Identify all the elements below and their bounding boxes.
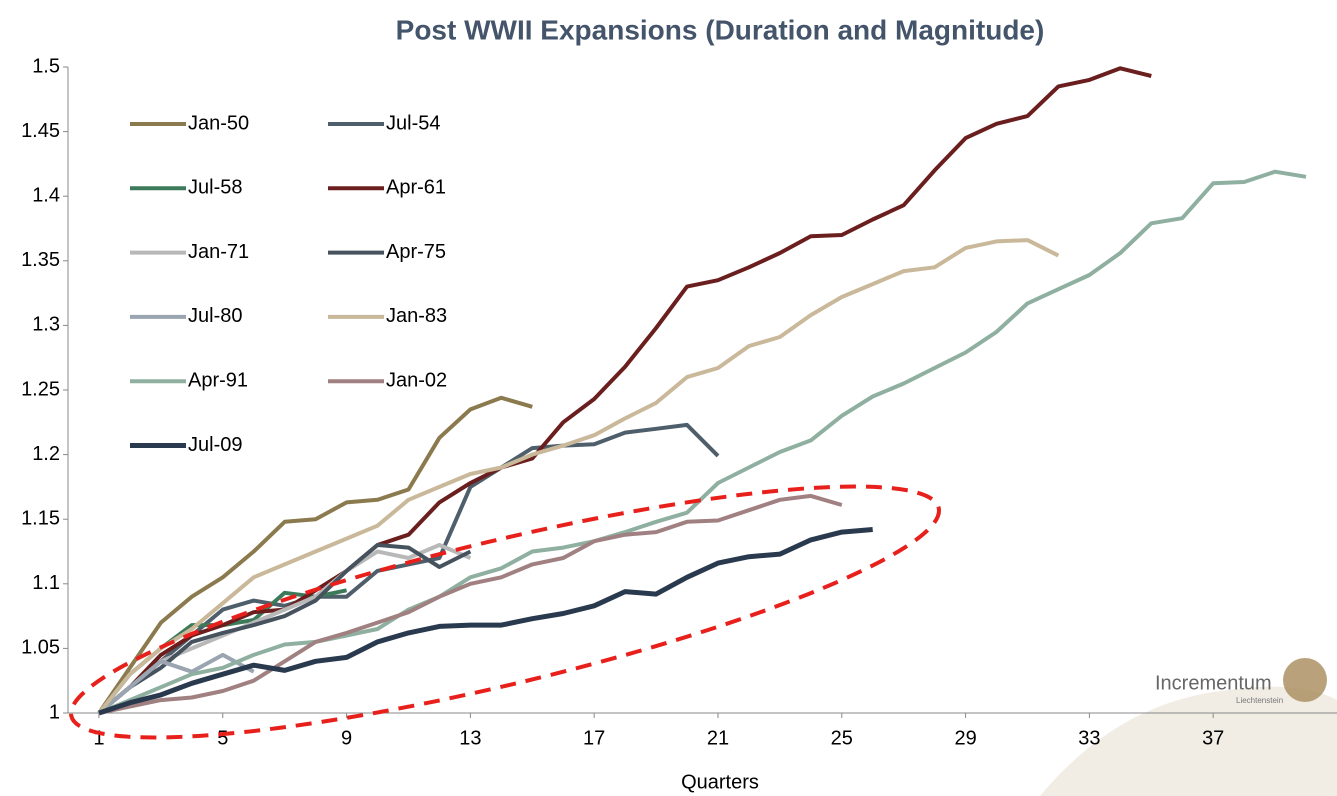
y-tick-label: 1.35 xyxy=(21,249,60,271)
x-tick-label: 17 xyxy=(583,727,605,749)
legend-label: Jul-09 xyxy=(188,434,242,456)
x-tick-label: 29 xyxy=(954,727,976,749)
legend-label: Apr-91 xyxy=(188,369,248,391)
x-tick-label: 33 xyxy=(1078,727,1100,749)
y-tick-label: 1.2 xyxy=(32,443,60,465)
legend: Jan-50 Jul-54 Jul-58 Apr-61 Jan-71 Apr-75 Jul-… xyxy=(130,112,447,456)
series-line xyxy=(98,527,873,716)
legend-label: Jul-54 xyxy=(386,112,440,134)
series-line xyxy=(97,652,255,715)
legend-label: Jul-80 xyxy=(188,305,242,327)
x-tick-label: 25 xyxy=(831,727,853,749)
y-tick-label: 1.45 xyxy=(21,120,60,142)
series-line xyxy=(97,66,1152,715)
y-tick-label: 1 xyxy=(49,701,60,723)
x-tick-label: 21 xyxy=(707,727,729,749)
lines xyxy=(97,66,1307,716)
logo: Incrementum Liechtenstein xyxy=(1155,658,1327,705)
y-tick-label: 1.5 xyxy=(32,55,60,77)
y-tick-label: 1.4 xyxy=(32,184,60,206)
x-tick-label: 13 xyxy=(459,727,481,749)
y-tick-label: 1.15 xyxy=(21,507,60,529)
legend-label: Jan-02 xyxy=(386,369,447,391)
x-tick-label: 37 xyxy=(1202,727,1224,749)
y-tick-label: 1.1 xyxy=(32,572,60,594)
x-tick-label: 5 xyxy=(217,727,228,749)
y-tick-label: 1.25 xyxy=(21,378,60,400)
legend-label: Jan-83 xyxy=(386,305,447,327)
background-decoration xyxy=(1040,686,1337,796)
y-tick-label: 1.05 xyxy=(21,637,60,659)
series-line xyxy=(98,493,843,715)
logo-tree xyxy=(1283,658,1327,702)
logo-subtext: Liechtenstein xyxy=(1236,696,1283,705)
logo-text: Incrementum xyxy=(1155,672,1272,694)
axes: 1 1.05 1.1 1.15 1.2 1.25 1.3 1.35 1.4 1.45 1.5 1 5 9 1… xyxy=(21,55,1337,749)
x-tick-label: 9 xyxy=(341,727,352,749)
legend-label: Apr-61 xyxy=(386,177,446,199)
legend-label: Apr-75 xyxy=(386,241,446,263)
series-line xyxy=(97,543,472,715)
legend-label: Jan-71 xyxy=(188,241,249,263)
series-line xyxy=(97,238,1060,715)
y-tick-label: 1.3 xyxy=(32,314,60,336)
series-line xyxy=(97,395,533,715)
background-shape xyxy=(1040,686,1337,796)
chart-title: Post WWII Expansions (Duration and Magni… xyxy=(396,14,1045,45)
highlight-ellipse xyxy=(68,484,942,740)
series-line xyxy=(98,169,1307,715)
x-tick-label: 1 xyxy=(93,727,104,749)
x-axis-label: Quarters xyxy=(681,771,759,793)
legend-label: Jan-50 xyxy=(188,112,249,134)
legend-label: Jul-58 xyxy=(188,177,242,199)
